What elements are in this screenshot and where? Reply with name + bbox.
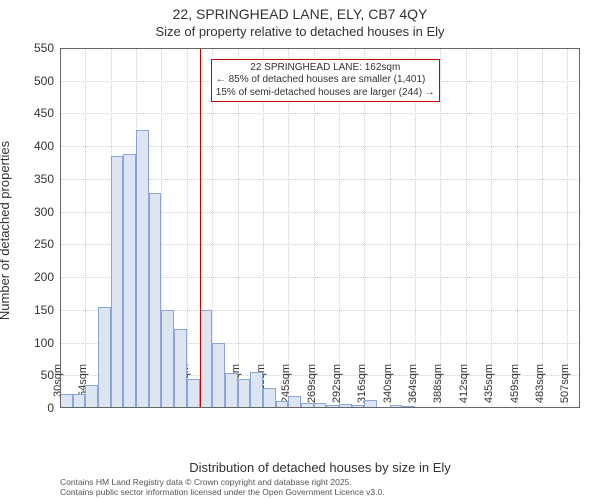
y-tick-label: 500: [34, 74, 60, 88]
histogram-bar: [238, 379, 251, 408]
histogram-bar: [453, 407, 466, 408]
gridline-v: [466, 48, 467, 408]
histogram-bar: [314, 403, 327, 408]
gridline-v: [567, 48, 568, 408]
callout-line: 22 SPRINGHEAD LANE: 162sqm: [216, 62, 435, 75]
histogram-bar: [352, 405, 365, 408]
gridline-v: [187, 48, 188, 408]
marker-callout: 22 SPRINGHEAD LANE: 162sqm← 85% of detac…: [211, 59, 440, 103]
marker-line: [200, 48, 201, 408]
histogram-bar: [136, 130, 149, 408]
histogram-bar: [466, 407, 479, 408]
histogram-bar: [390, 405, 403, 408]
gridline-v: [517, 48, 518, 408]
histogram-bar: [364, 400, 377, 408]
histogram-bar: [149, 193, 162, 408]
chart-title: 22, SPRINGHEAD LANE, ELY, CB7 4QY: [0, 6, 600, 22]
histogram-bar: [339, 404, 352, 408]
histogram-bar: [111, 156, 124, 408]
histogram-bar: [263, 388, 276, 408]
histogram-bar: [491, 407, 504, 408]
histogram-bar: [212, 343, 225, 408]
histogram-bar: [73, 394, 86, 408]
histogram-bar: [428, 407, 441, 408]
histogram-bar: [276, 401, 289, 408]
callout-line: ← 85% of detached houses are smaller (1,…: [216, 74, 435, 87]
histogram-bar: [440, 407, 453, 408]
gridline-v: [542, 48, 543, 408]
y-tick-label: 350: [34, 172, 60, 186]
y-tick-label: 200: [34, 270, 60, 284]
y-tick-label: 100: [34, 336, 60, 350]
histogram-bar: [479, 407, 492, 408]
y-tick-label: 550: [34, 41, 60, 55]
callout-line: 15% of semi-detached houses are larger (…: [216, 87, 435, 100]
histogram-bar: [60, 394, 73, 408]
histogram-bar: [288, 396, 301, 408]
histogram-bar: [161, 310, 174, 408]
gridline-v: [491, 48, 492, 408]
gridline-v: [440, 48, 441, 408]
histogram-bar: [225, 373, 238, 408]
histogram-bar: [529, 407, 542, 408]
histogram-bar: [123, 154, 136, 408]
y-tick-label: 250: [34, 237, 60, 251]
histogram-bar: [402, 406, 415, 408]
histogram-bar: [187, 379, 200, 408]
histogram-bar: [326, 405, 339, 408]
histogram-bar: [555, 407, 568, 408]
histogram-bar: [301, 403, 314, 408]
histogram-bar: [504, 407, 517, 408]
footer-attribution: Contains HM Land Registry data © Crown c…: [60, 478, 580, 498]
chart-container: 22, SPRINGHEAD LANE, ELY, CB7 4QY Size o…: [0, 0, 600, 500]
gridline-v: [85, 48, 86, 408]
x-axis-label: Distribution of detached houses by size …: [60, 460, 580, 475]
histogram-bar: [377, 407, 390, 408]
chart-subtitle: Size of property relative to detached ho…: [0, 24, 600, 39]
histogram-bar: [174, 329, 187, 408]
y-axis-label: Number of detached properties: [0, 0, 12, 460]
histogram-bar: [200, 310, 213, 408]
y-tick-label: 450: [34, 106, 60, 120]
gridline-h: [60, 113, 580, 114]
plot-area: 05010015020025030035040045050055030sqm54…: [60, 48, 580, 408]
footer-line-2: Contains public sector information licen…: [60, 488, 580, 498]
histogram-bar: [98, 307, 111, 408]
y-tick-label: 400: [34, 139, 60, 153]
y-tick-label: 150: [34, 303, 60, 317]
histogram-bar: [250, 372, 263, 408]
y-tick-label: 300: [34, 205, 60, 219]
histogram-bar: [415, 407, 428, 408]
histogram-bar: [85, 385, 98, 408]
